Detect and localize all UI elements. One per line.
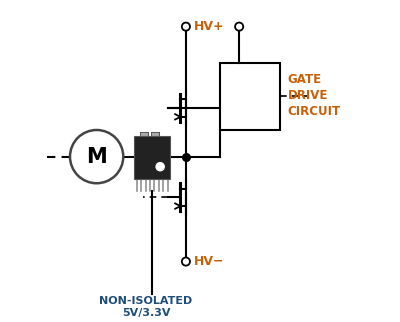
Text: NON-ISOLATED
5V/3.3V: NON-ISOLATED 5V/3.3V xyxy=(99,296,192,318)
Text: HV−: HV− xyxy=(194,255,224,268)
Circle shape xyxy=(70,130,123,183)
Bar xyxy=(220,63,280,130)
Text: M: M xyxy=(86,147,107,166)
Bar xyxy=(134,136,170,178)
Text: GATE
DRIVE
CIRCUIT: GATE DRIVE CIRCUIT xyxy=(288,73,341,118)
Text: HV+: HV+ xyxy=(194,20,224,33)
Circle shape xyxy=(156,163,164,171)
